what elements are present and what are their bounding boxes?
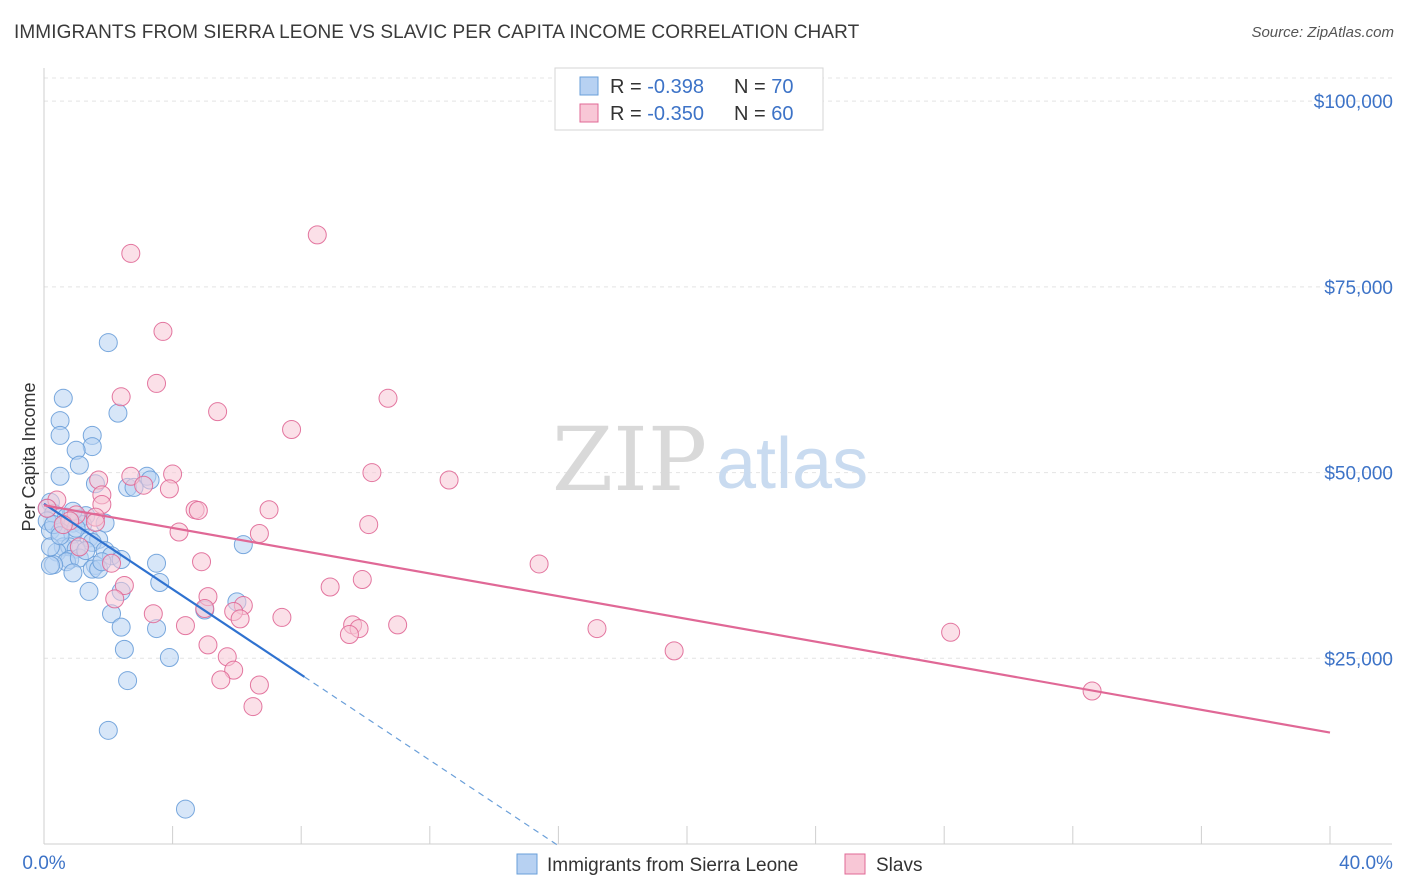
sierra-leone-trend-line bbox=[43, 502, 306, 678]
slavs-point-7 bbox=[282, 419, 302, 439]
slavs-point-31 bbox=[192, 552, 212, 572]
slavs-point-13 bbox=[134, 475, 154, 495]
series-legend-label-2: Slavs bbox=[876, 855, 922, 876]
slavs-trend-line bbox=[43, 504, 1331, 734]
stats-legend-r-1: -0.398 bbox=[647, 76, 704, 98]
slavs-point-6 bbox=[208, 402, 228, 422]
slavs-point-29 bbox=[249, 523, 269, 543]
slavs-point-4 bbox=[111, 387, 131, 407]
stats-legend-r-2: -0.350 bbox=[647, 103, 704, 125]
slavs-point-27 bbox=[359, 515, 379, 535]
stats-legend-swatch-2 bbox=[579, 103, 599, 123]
slavs-point-53 bbox=[664, 641, 684, 661]
sierra-leone-point-55 bbox=[114, 639, 134, 659]
slavs-point-2 bbox=[153, 321, 173, 341]
series-sierra-leone bbox=[37, 333, 253, 819]
sierra-leone-point-58 bbox=[98, 720, 118, 740]
watermark-atlas: atlas bbox=[716, 424, 868, 504]
slavs-point-32 bbox=[102, 553, 122, 573]
slavs-point-37 bbox=[105, 589, 125, 609]
slavs-point-14 bbox=[159, 479, 179, 499]
slavs-point-36 bbox=[320, 577, 340, 597]
sierra-leone-point-61 bbox=[108, 403, 128, 423]
sierra-leone-point-7 bbox=[50, 466, 70, 486]
slavs-point-24 bbox=[259, 500, 279, 520]
sierra-leone-point-56 bbox=[159, 648, 179, 668]
slavs-point-51 bbox=[339, 625, 359, 645]
watermark-zip: ZIP bbox=[552, 408, 707, 511]
y-tick-label-1: $50,000 bbox=[1324, 464, 1393, 485]
sierra-leone-point-39 bbox=[40, 555, 60, 575]
sierra-leone-point-2 bbox=[50, 425, 70, 445]
trend-lines bbox=[43, 502, 1331, 847]
x-tick-marks bbox=[43, 826, 1331, 844]
series-legend-swatch-2 bbox=[844, 853, 866, 875]
stats-legend-swatch-1 bbox=[579, 76, 599, 96]
slavs-point-58 bbox=[243, 697, 263, 717]
stats-legend-box bbox=[554, 67, 824, 131]
x-tick-label-min: 0.0% bbox=[22, 853, 65, 874]
stats-legend-r-label-1: R = bbox=[610, 76, 647, 98]
source-label: Source: ZipAtlas.com bbox=[1251, 24, 1394, 41]
slavs-point-48 bbox=[388, 615, 408, 635]
series-slavs bbox=[37, 225, 1102, 717]
gridlines bbox=[44, 77, 1392, 659]
y-tick-label-0: $25,000 bbox=[1324, 649, 1393, 670]
slavs-point-52 bbox=[198, 635, 218, 655]
y-axis-label: Per Capita Income bbox=[19, 382, 39, 531]
slavs-point-44 bbox=[230, 609, 250, 629]
sierra-leone-point-48 bbox=[79, 581, 99, 601]
series-legend-swatch-1 bbox=[516, 853, 538, 875]
slavs-point-18 bbox=[37, 498, 57, 518]
sierra-leone-point-57 bbox=[118, 671, 138, 691]
stats-legend-n-label-1: N = bbox=[734, 76, 771, 98]
stats-legend-n-label-2: N = bbox=[734, 103, 771, 125]
slavs-point-42 bbox=[143, 604, 163, 624]
stats-legend-n-1: 70 bbox=[771, 76, 793, 98]
y-tick-label-3: $100,000 bbox=[1314, 92, 1393, 113]
sierra-leone-point-6 bbox=[69, 455, 89, 475]
slavs-point-33 bbox=[529, 554, 549, 574]
slavs-point-1 bbox=[121, 243, 141, 263]
sierra-leone-point-60 bbox=[98, 333, 118, 353]
sierra-leone-point-53 bbox=[111, 617, 131, 637]
slavs-point-55 bbox=[224, 660, 244, 680]
slavs-point-30 bbox=[69, 537, 89, 557]
slavs-point-5 bbox=[378, 388, 398, 408]
slavs-point-35 bbox=[114, 575, 134, 595]
sierra-leone-point-42 bbox=[147, 553, 167, 573]
slavs-point-3 bbox=[147, 373, 167, 393]
slavs-point-28 bbox=[169, 522, 189, 542]
sierra-leone-point-4 bbox=[82, 437, 102, 457]
stats-legend-row-2: R = -0.350 N = 60 bbox=[610, 103, 794, 125]
slavs-point-50 bbox=[941, 622, 961, 642]
slavs-point-45 bbox=[175, 616, 195, 636]
sierra-leone-trend-extension bbox=[304, 676, 559, 847]
stats-legend-r-label-2: R = bbox=[610, 103, 647, 125]
slavs-point-23 bbox=[188, 500, 208, 520]
slavs-point-34 bbox=[352, 570, 372, 590]
slavs-point-25 bbox=[53, 515, 73, 535]
y-tick-label-2: $75,000 bbox=[1324, 278, 1393, 299]
slavs-point-49 bbox=[587, 619, 607, 639]
y-tick-labels: $25,000 $50,000 $75,000 $100,000 bbox=[1314, 92, 1393, 670]
series-legend: Immigrants from Sierra Leone Slavs bbox=[516, 853, 922, 876]
stats-legend-n-2: 60 bbox=[771, 103, 793, 125]
slavs-point-56 bbox=[211, 670, 231, 690]
x-tick-label-max: 40.0% bbox=[1339, 853, 1393, 874]
slavs-point-57 bbox=[249, 675, 269, 695]
slavs-point-11 bbox=[439, 470, 459, 490]
stats-legend: R = -0.398 N = 70 R = -0.350 N = 60 bbox=[554, 67, 824, 131]
sierra-leone-point-44 bbox=[63, 563, 83, 583]
stats-legend-row-1: R = -0.398 N = 70 bbox=[610, 76, 794, 98]
slavs-point-10 bbox=[362, 463, 382, 483]
slavs-point-0 bbox=[307, 225, 327, 245]
sierra-leone-point-0 bbox=[53, 388, 73, 408]
slavs-point-43 bbox=[272, 607, 292, 627]
sierra-leone-point-59 bbox=[175, 799, 195, 819]
chart-title: IMMIGRANTS FROM SIERRA LEONE VS SLAVIC P… bbox=[14, 22, 860, 43]
series-legend-label-1: Immigrants from Sierra Leone bbox=[547, 855, 798, 876]
